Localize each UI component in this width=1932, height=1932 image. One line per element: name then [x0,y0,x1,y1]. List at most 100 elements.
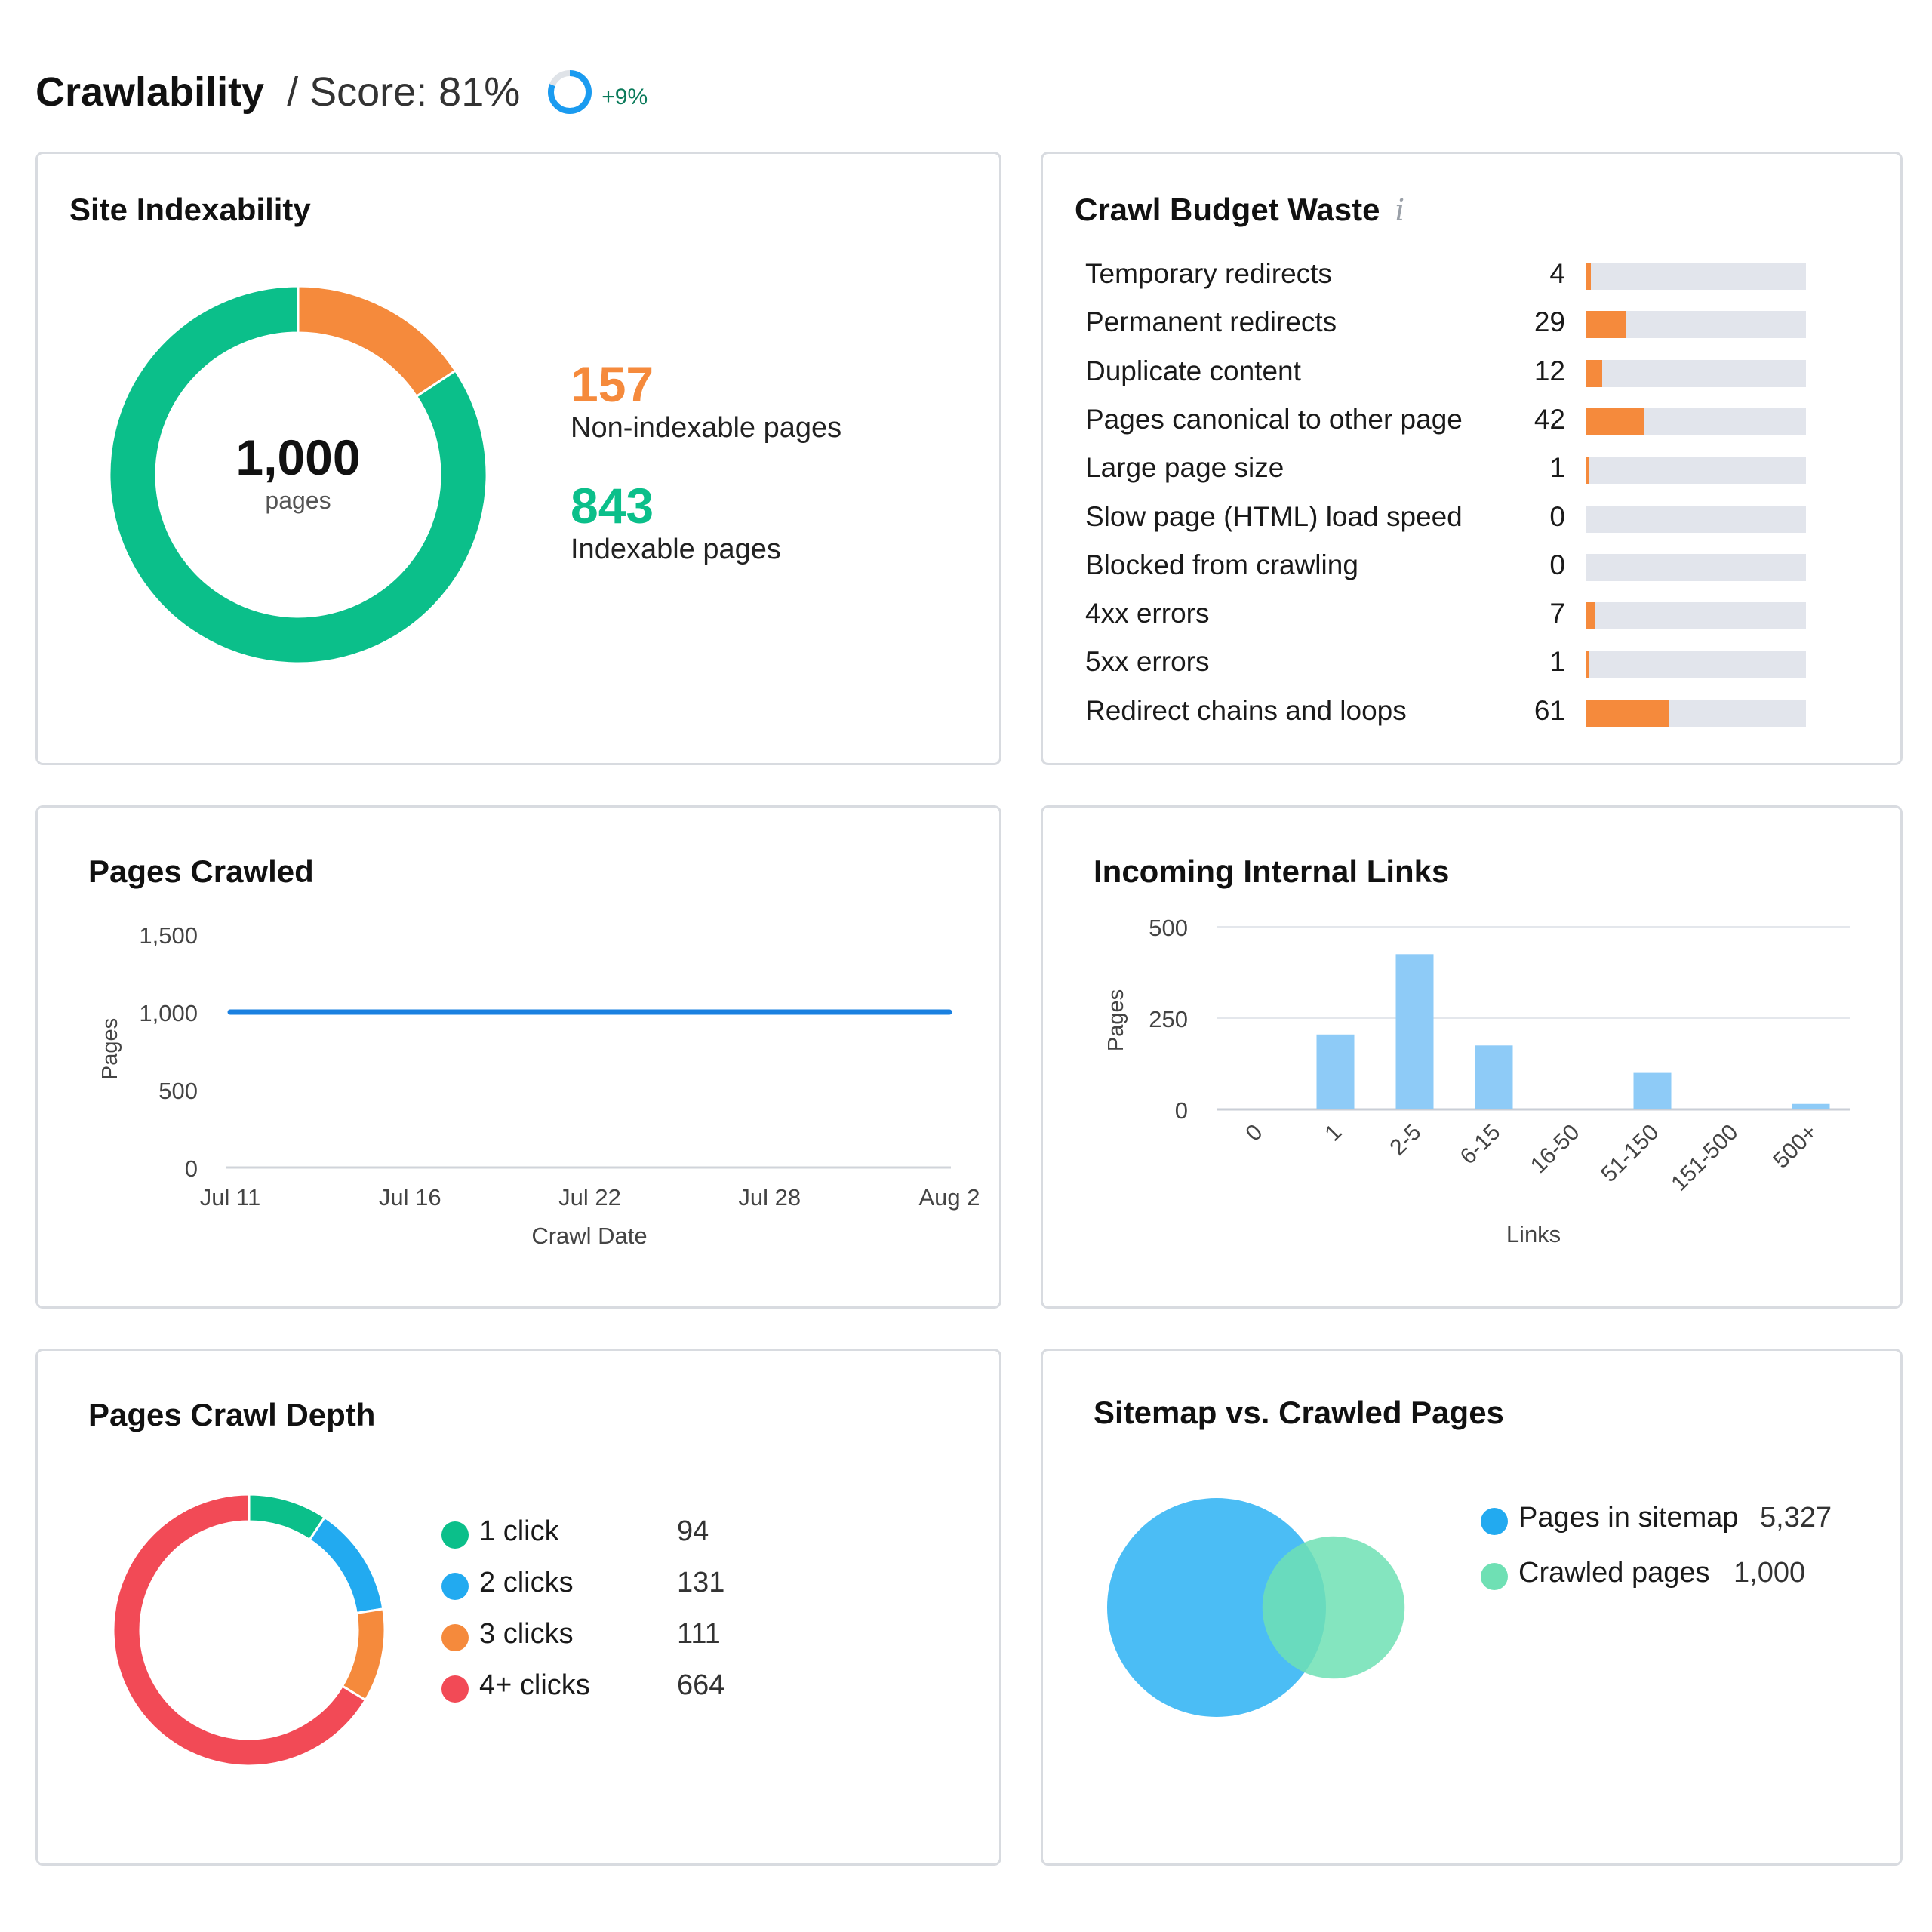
legend-label: Crawled pages [1518,1557,1710,1589]
legend-item[interactable]: 3 clicks 111 [441,1618,758,1656]
budget-waste-bar-fill [1586,457,1589,485]
card-title: Incoming Internal Links [1094,854,1450,889]
card-title: Pages Crawl Depth [88,1397,376,1432]
budget-waste-label: Redirect chains and loops [1085,694,1407,726]
budget-waste-row[interactable]: Redirect chains and loops 61 [1085,695,1855,733]
x-tick-label: 2-5 [1385,1120,1426,1161]
budget-waste-row[interactable]: Temporary redirects 4 [1085,258,1855,296]
budget-waste-label: Permanent redirects [1085,306,1337,338]
sitemap-venn-chart [1107,1498,1405,1717]
donut-slice-3-clicks[interactable] [340,1607,386,1702]
links-bar[interactable] [1395,954,1434,1109]
y-tick-label: 0 [1175,1097,1188,1124]
score-delta: +9% [601,85,648,109]
budget-waste-bar-track [1586,602,1806,630]
donut-slice-4-clicks[interactable] [112,1493,368,1767]
x-tick-label: 16-50 [1526,1120,1585,1179]
budget-waste-row[interactable]: Duplicate content 12 [1085,355,1855,393]
y-tick-label: 0 [185,1155,198,1182]
score-ring-icon [548,70,592,114]
budget-waste-label: 4xx errors [1085,598,1210,629]
budget-waste-value: 12 [1534,355,1565,386]
x-tick-label: 0 [1241,1120,1267,1146]
y-tick-label: 1,000 [139,1000,198,1026]
pages-crawled-chart: 0 500 1,000 1,500 Jul 11 Jul 16 Jul 22 Jul 28 Au… [98,922,980,1249]
budget-waste-bar-fill [1586,359,1602,387]
legend-dot [441,1675,469,1703]
non-indexable-label: Non-indexable pages [571,412,842,444]
legend-item[interactable]: Crawled pages 1,000 [1481,1557,1873,1595]
donut-total: 1,000 [235,429,360,485]
budget-waste-row[interactable]: 4xx errors 7 [1085,598,1855,635]
budget-waste-value: 4 [1549,258,1565,289]
budget-waste-row[interactable]: Slow page (HTML) load speed 0 [1085,501,1855,539]
legend-item[interactable]: 4+ clicks 664 [441,1669,758,1707]
budget-waste-bar-track [1586,505,1806,533]
links-bar[interactable] [1475,1045,1513,1109]
legend-dot [441,1573,469,1600]
budget-waste-row[interactable]: Permanent redirects 29 [1085,306,1855,344]
x-tick-label: 151-500 [1666,1120,1743,1196]
legend-item[interactable]: 1 click 94 [441,1515,758,1553]
budget-waste-label: Blocked from crawling [1085,549,1358,580]
budget-waste-bar-fill [1586,408,1644,435]
legend-value: 94 [677,1515,709,1547]
budget-waste-row[interactable]: Pages canonical to other page 42 [1085,404,1855,441]
y-tick-label: 250 [1149,1006,1188,1032]
budget-waste-row[interactable]: Blocked from crawling 0 [1085,549,1855,587]
card-title: Crawl Budget Waste i [1075,192,1404,228]
donut-slice-indexable-pages[interactable] [109,286,487,663]
x-tick-label: 500+ [1768,1120,1822,1174]
budget-waste-label: Temporary redirects [1085,258,1332,289]
card-title: Site Indexability [69,192,311,227]
links-bar[interactable] [1792,1103,1830,1109]
legend-value: 664 [677,1669,725,1701]
indexable-count: 843 [571,478,654,534]
budget-waste-row[interactable]: 5xx errors 1 [1085,646,1855,684]
sitemap-vs-crawled-card: Sitemap vs. Crawled Pages Pages in sitem… [1041,1349,1903,1866]
incoming-internal-links-card: Incoming Internal Links 0 250 500 0 1 2-5 6-15… [1041,805,1903,1309]
budget-waste-bar-track [1586,408,1806,435]
budget-waste-bar-fill [1586,699,1670,727]
budget-waste-bar-track [1586,553,1806,581]
budget-waste-bar-track [1586,651,1806,678]
budget-waste-label: Large page size [1085,452,1284,484]
budget-waste-bar-fill [1586,263,1592,290]
x-tick-label: Jul 28 [738,1184,801,1211]
incoming-links-chart: 0 250 500 0 1 2-5 6-15 16-50 51-150 151-500 500+ Li… [1104,915,1850,1247]
score-ring-arc [548,70,592,114]
budget-waste-value: 61 [1534,694,1565,726]
legend-dot [441,1624,469,1651]
venn-circle-crawled[interactable] [1262,1536,1405,1679]
crawl-depth-donut [112,1493,386,1767]
legend-value: 1,000 [1734,1557,1806,1589]
links-bar[interactable] [1633,1072,1672,1109]
info-icon[interactable]: i [1395,193,1405,228]
legend-dot [1481,1508,1508,1535]
donut-slice-non-indexable-pages[interactable] [297,286,457,398]
y-axis-label: Pages [98,1018,122,1080]
legend-label: 3 clicks [479,1618,574,1650]
y-tick-label: 1,500 [139,922,198,949]
score-text: / Score: 81% [287,69,521,115]
x-axis-label: Crawl Date [531,1223,647,1249]
budget-waste-value: 29 [1534,306,1565,338]
legend-item[interactable]: Pages in sitemap 5,327 [1481,1502,1873,1540]
budget-waste-value: 42 [1534,403,1565,435]
links-bar[interactable] [1316,1034,1355,1109]
venn-circle-sitemap[interactable] [1107,1498,1326,1717]
donut-slice-2-clicks[interactable] [308,1515,385,1615]
budget-waste-bar-track [1586,359,1806,387]
budget-waste-bar-fill [1586,602,1595,630]
card-title: Sitemap vs. Crawled Pages [1094,1395,1504,1430]
non-indexable-count: 157 [571,356,654,412]
page-title: Crawlability [35,69,265,115]
budget-waste-bar-fill [1586,311,1626,339]
x-tick-label: Jul 22 [558,1184,621,1211]
legend-label: 1 click [479,1515,559,1547]
legend-item[interactable]: 2 clicks 131 [441,1567,758,1604]
budget-waste-bar-track [1586,311,1806,339]
budget-waste-row[interactable]: Large page size 1 [1085,452,1855,490]
budget-waste-value: 7 [1549,598,1565,629]
site-indexability-card: Site Indexability 1,000 pages 157 Non-in… [35,152,1001,765]
